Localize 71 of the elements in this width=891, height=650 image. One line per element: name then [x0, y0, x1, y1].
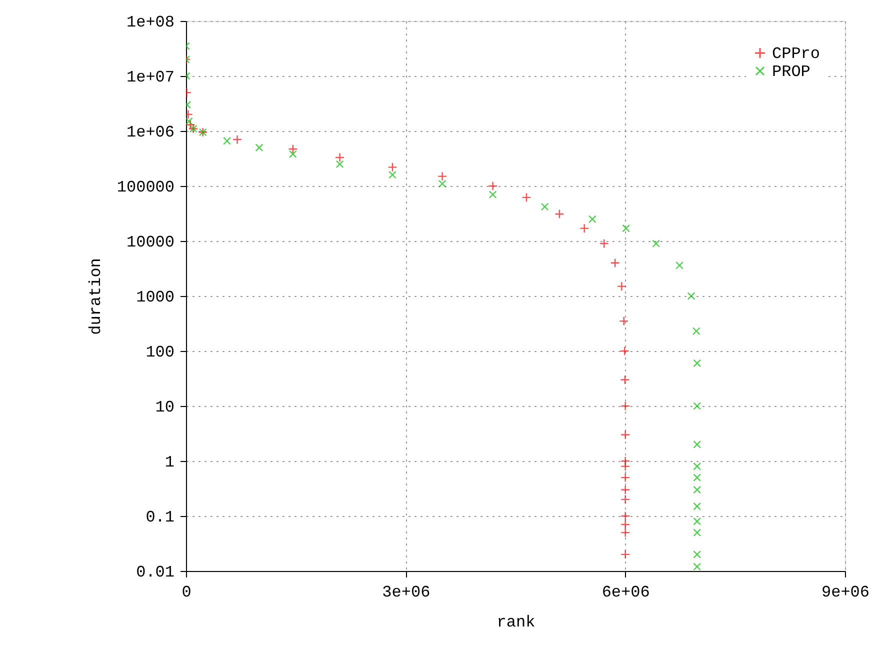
point — [540, 202, 549, 211]
point — [336, 160, 344, 168]
point — [620, 550, 630, 560]
point — [622, 224, 630, 232]
point — [693, 474, 702, 482]
y-tick-label: 1e+08 — [126, 14, 174, 32]
x-axis-title: rank — [496, 614, 536, 632]
x-tick-label: 0 — [182, 584, 192, 602]
point — [186, 117, 193, 126]
point — [616, 282, 626, 292]
legend-label: PROP — [772, 63, 810, 81]
point — [588, 215, 596, 224]
point — [288, 150, 297, 158]
point — [186, 120, 196, 130]
point — [693, 502, 702, 510]
point — [620, 484, 630, 495]
point — [693, 462, 702, 470]
point — [693, 486, 702, 494]
point — [255, 144, 264, 152]
point — [620, 528, 630, 538]
point — [438, 180, 446, 188]
point — [620, 472, 630, 482]
x-tick-label: 3e+06 — [382, 584, 430, 602]
point — [232, 134, 242, 144]
y-tick-label: 1000 — [136, 288, 174, 306]
point — [693, 517, 702, 526]
point — [580, 224, 590, 234]
x-tick-label: 6e+06 — [602, 584, 650, 602]
legend-label: CPPro — [772, 45, 820, 63]
y-axis-title: duration — [86, 258, 105, 335]
point — [437, 172, 448, 182]
y-tick-label: 1e+06 — [126, 124, 174, 142]
point — [620, 346, 630, 356]
point — [334, 152, 345, 162]
y-tick-label: 10 — [155, 398, 174, 416]
y-tick-label: 1e+07 — [126, 68, 174, 86]
point — [687, 292, 696, 300]
point — [652, 240, 660, 248]
point — [610, 258, 620, 268]
y-tick-label: 10000 — [126, 234, 174, 252]
y-tick-label: 100 — [146, 344, 174, 362]
point — [554, 209, 564, 219]
point — [488, 181, 498, 191]
point — [620, 430, 630, 440]
point — [620, 462, 630, 472]
point — [620, 494, 630, 504]
point — [693, 550, 702, 558]
point — [693, 562, 702, 571]
y-tick-label: 1 — [164, 454, 174, 472]
point — [388, 170, 396, 179]
point — [620, 520, 630, 530]
point — [692, 327, 700, 336]
point — [599, 238, 609, 248]
point — [522, 192, 532, 202]
y-tick-label: 100000 — [116, 178, 174, 196]
point — [693, 440, 702, 448]
point — [620, 401, 630, 411]
point — [693, 402, 702, 410]
point — [223, 136, 231, 145]
point — [693, 528, 702, 537]
point — [288, 144, 298, 154]
x-tick-label: 9e+06 — [821, 584, 870, 602]
point — [620, 374, 630, 385]
point — [388, 162, 398, 172]
point — [676, 261, 684, 270]
point — [488, 190, 497, 198]
point — [619, 316, 629, 326]
y-tick-label: 0.1 — [146, 508, 174, 526]
y-tick-label: 0.01 — [136, 564, 174, 582]
point — [620, 511, 630, 521]
point — [693, 359, 702, 368]
